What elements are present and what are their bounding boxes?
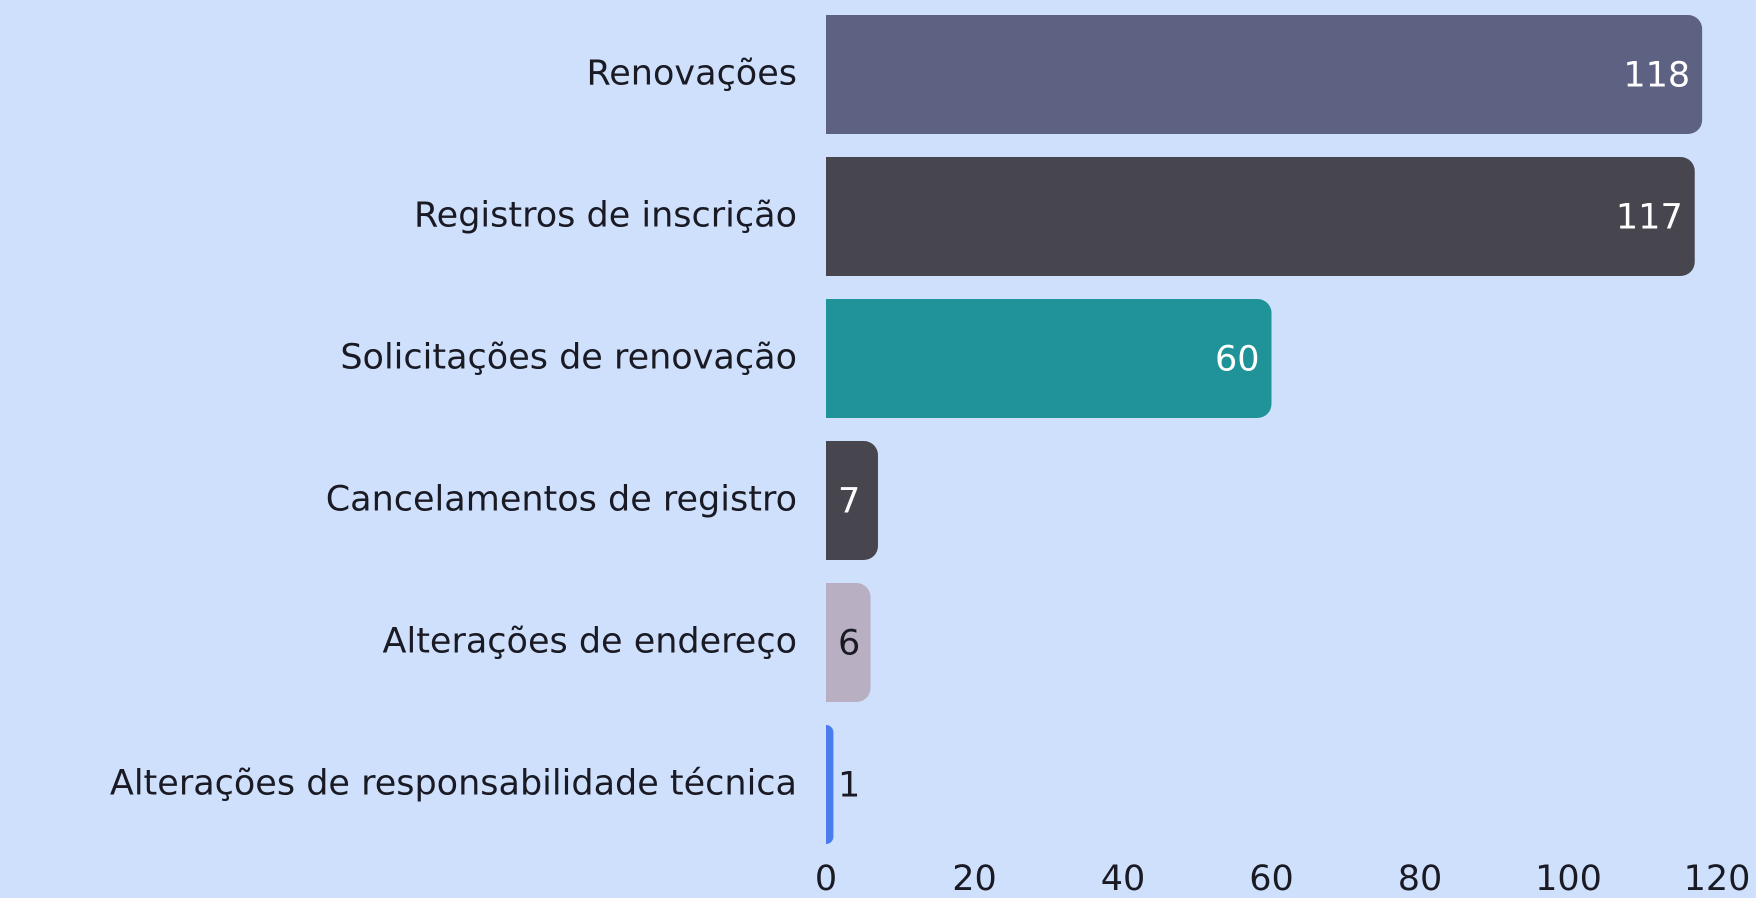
data-label: 6 [838,624,860,664]
y-tick-label: Cancelamentos de registro [326,480,797,520]
data-label: 118 [1623,56,1690,96]
data-label: 60 [1215,340,1260,380]
data-label: 1 [838,766,860,806]
y-tick-label: Alterações de endereço [383,622,797,662]
data-label: 7 [838,482,860,522]
y-tick-label: Solicitações de renovação [340,338,797,378]
x-tick-label: 120 [1684,859,1751,898]
bar [826,157,1695,276]
bar [826,583,871,702]
bar [826,441,878,560]
y-tick-label: Registros de inscrição [414,196,797,236]
bar [826,15,1703,134]
data-label: 117 [1616,198,1683,238]
x-tick-label: 100 [1535,859,1602,898]
x-tick-label: 20 [952,859,997,898]
y-tick-label: Renovações [587,54,797,94]
x-tick-label: 0 [815,859,837,898]
x-tick-label: 80 [1398,859,1443,898]
y-tick-label: Alterações de responsabilidade técnica [110,764,797,804]
bar [826,299,1272,418]
bar [826,725,834,844]
x-tick-label: 60 [1249,859,1294,898]
x-tick-label: 40 [1101,859,1146,898]
